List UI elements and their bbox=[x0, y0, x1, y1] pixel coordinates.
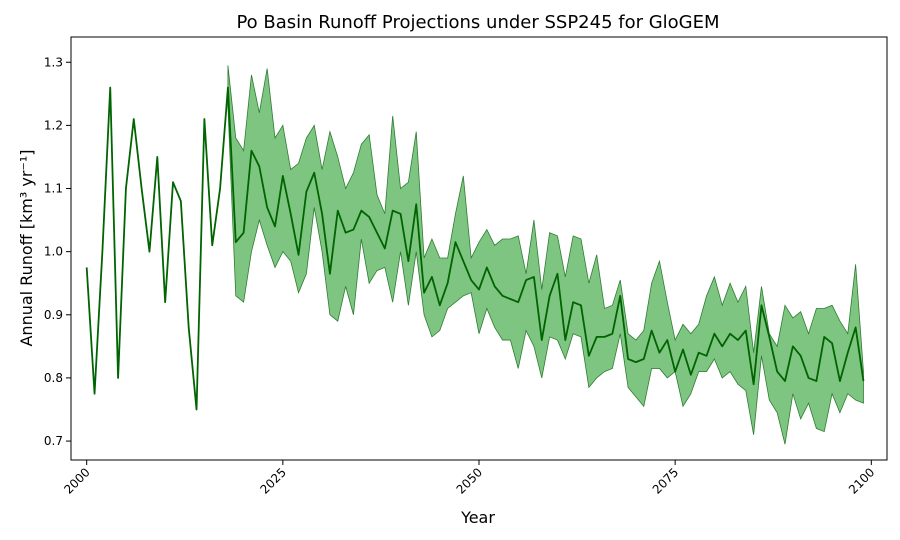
y-tick-label: 1.1 bbox=[44, 182, 63, 196]
y-axis-label: Annual Runoff [km³ yr⁻¹] bbox=[17, 149, 36, 346]
y-tick-label: 0.8 bbox=[44, 371, 63, 385]
x-tick-label: 2000 bbox=[61, 465, 92, 496]
x-axis-label: Year bbox=[460, 508, 495, 527]
x-tick-label: 2050 bbox=[454, 465, 485, 496]
runoff-line bbox=[85, 86, 865, 411]
y-axis: 0.7 0.8 0.9 1.0 1.1 1.2 1.3 bbox=[44, 55, 71, 448]
x-axis: 2000 2025 2050 2075 2100 bbox=[61, 460, 877, 497]
x-tick-label: 2100 bbox=[846, 465, 877, 496]
runoff-range-band bbox=[227, 65, 864, 445]
y-tick-label: 1.3 bbox=[44, 55, 63, 69]
x-tick-label: 2025 bbox=[257, 465, 288, 496]
x-tick-label: 2075 bbox=[650, 465, 681, 496]
y-tick-label: 1.2 bbox=[44, 118, 63, 132]
plot-area bbox=[85, 65, 865, 445]
y-tick-label: 1.0 bbox=[44, 245, 63, 259]
y-tick-label: 0.7 bbox=[44, 434, 63, 448]
chart-title: Po Basin Runoff Projections under SSP245… bbox=[236, 12, 719, 33]
y-tick-label: 0.9 bbox=[44, 308, 63, 322]
